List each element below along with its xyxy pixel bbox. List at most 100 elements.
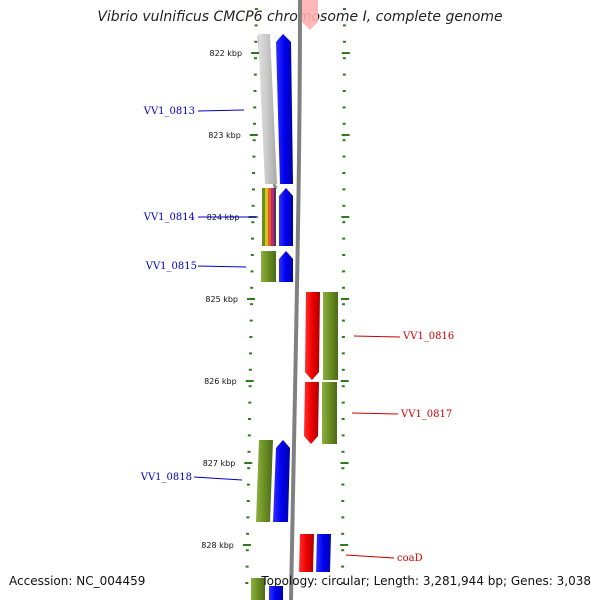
tick-dot bbox=[245, 549, 249, 552]
tick-dot bbox=[248, 401, 252, 404]
tick-dot bbox=[254, 8, 258, 10]
cog-bar-vv1-0813 bbox=[258, 34, 277, 184]
tick-dot bbox=[249, 336, 253, 338]
gene-arrow-vv1-0814 bbox=[279, 188, 293, 246]
scale-major-tick bbox=[340, 462, 349, 464]
leader-vv1-0818 bbox=[193, 476, 243, 481]
tick-dot bbox=[341, 582, 345, 584]
tick-dot bbox=[252, 139, 256, 142]
tick-dot bbox=[249, 352, 253, 355]
tick-dot bbox=[342, 221, 346, 224]
cog-bar-vv1-0814-d bbox=[271, 188, 274, 246]
gene-label-coad: coaD bbox=[397, 553, 423, 564]
scale-major-tick bbox=[340, 544, 349, 546]
tick-dot bbox=[341, 549, 345, 552]
tick-dot bbox=[250, 286, 254, 289]
tick-dot bbox=[342, 155, 346, 158]
tick-dot bbox=[341, 401, 345, 404]
tick-dot bbox=[342, 122, 346, 125]
tick-dot bbox=[251, 204, 255, 207]
gene-label-vv1-0816: VV1_0816 bbox=[402, 331, 454, 342]
tick-dot bbox=[341, 434, 345, 437]
scale-major-tick bbox=[341, 134, 350, 136]
tick-dot bbox=[245, 582, 249, 584]
scale-major-tick bbox=[249, 134, 258, 136]
tick-dot bbox=[342, 90, 346, 92]
scale-major-tick bbox=[247, 298, 255, 300]
tick-dot bbox=[342, 172, 346, 174]
tick-dot bbox=[341, 483, 345, 486]
scale-label: 826 kbp bbox=[204, 377, 237, 386]
tick-dot bbox=[248, 385, 252, 388]
leader-vv1-0817 bbox=[351, 412, 399, 415]
leader-vv1-0816 bbox=[353, 335, 401, 338]
gene-label-vv1-0818: VV1_0818 bbox=[140, 472, 192, 483]
tick-dot bbox=[341, 368, 345, 371]
accession-text: Accession: NC_004459 bbox=[9, 574, 146, 588]
gene-arrow-vv1-0817 bbox=[304, 382, 319, 444]
gene-top-partial bbox=[302, 0, 318, 30]
tick-dot bbox=[342, 24, 346, 27]
scale-major-tick bbox=[341, 298, 349, 300]
scale-label: 828 kbp bbox=[201, 541, 234, 550]
tick-dot bbox=[341, 450, 345, 453]
tick-dot bbox=[341, 500, 345, 502]
scale-major-tick bbox=[244, 462, 253, 464]
tick-dot bbox=[254, 40, 258, 43]
backbone-line bbox=[289, 0, 302, 600]
cog-bar-bottom-partial bbox=[251, 578, 265, 600]
tick-dot bbox=[253, 73, 257, 76]
tick-dot bbox=[341, 418, 345, 420]
tick-dot bbox=[254, 24, 258, 27]
leader-coad bbox=[345, 554, 395, 559]
tick-dot bbox=[342, 139, 346, 142]
tick-dot bbox=[245, 565, 249, 568]
scale-label: 825 kbp bbox=[205, 295, 238, 304]
genome-stats-text: Topology: circular; Length: 3,281,944 bp… bbox=[261, 574, 591, 588]
tick-dot bbox=[253, 90, 257, 92]
tick-dot bbox=[246, 483, 250, 486]
tick-dot bbox=[246, 516, 250, 519]
tick-dot bbox=[247, 467, 251, 470]
tick-dot bbox=[342, 73, 346, 76]
tick-dot bbox=[246, 500, 250, 502]
tick-dot bbox=[341, 516, 345, 519]
tick-dot bbox=[251, 188, 255, 191]
scale-label: 827 kbp bbox=[203, 459, 236, 468]
tick-dot bbox=[251, 237, 254, 240]
tick-dot bbox=[252, 172, 256, 174]
tick-dot bbox=[342, 188, 346, 191]
tick-dot bbox=[341, 319, 345, 322]
leader-vv1-0815 bbox=[197, 265, 247, 268]
tick-dot bbox=[342, 270, 346, 273]
tick-dot bbox=[341, 565, 345, 568]
scale-major-tick bbox=[251, 52, 260, 54]
gene-arrow-vv1-0815 bbox=[279, 251, 293, 282]
gene-arrow-vv1-0816 bbox=[305, 292, 320, 380]
scale-label: 822 kbp bbox=[209, 49, 242, 58]
tick-dot bbox=[341, 352, 345, 355]
tick-dot bbox=[252, 155, 256, 158]
cog-bar-vv1-0814-a bbox=[262, 188, 265, 246]
tick-dot bbox=[249, 319, 253, 322]
tick-dot bbox=[249, 303, 253, 306]
tick-dot bbox=[341, 336, 345, 338]
scale-major-tick bbox=[341, 52, 350, 54]
tick-dot bbox=[253, 106, 257, 109]
tick-dot bbox=[248, 368, 252, 371]
scale-major-tick bbox=[341, 216, 350, 218]
leader-vv1-0813 bbox=[197, 109, 245, 112]
tick-dot bbox=[342, 237, 346, 240]
cog-bar-vv1-0816 bbox=[323, 292, 338, 380]
gene-arrow-vv1-0813 bbox=[276, 34, 293, 184]
tick-dot bbox=[247, 450, 251, 453]
gene-label-vv1-0815: VV1_0815 bbox=[145, 261, 197, 272]
tick-dot bbox=[341, 385, 345, 388]
gene-label-vv1-0814: VV1_0814 bbox=[143, 212, 195, 223]
tick-dot bbox=[342, 303, 345, 306]
tick-dot bbox=[342, 40, 346, 43]
gene-arrow-coad-red bbox=[299, 534, 314, 572]
tick-dot bbox=[341, 467, 345, 470]
tick-dot bbox=[342, 286, 345, 289]
cog-bar-vv1-0815 bbox=[261, 251, 276, 282]
